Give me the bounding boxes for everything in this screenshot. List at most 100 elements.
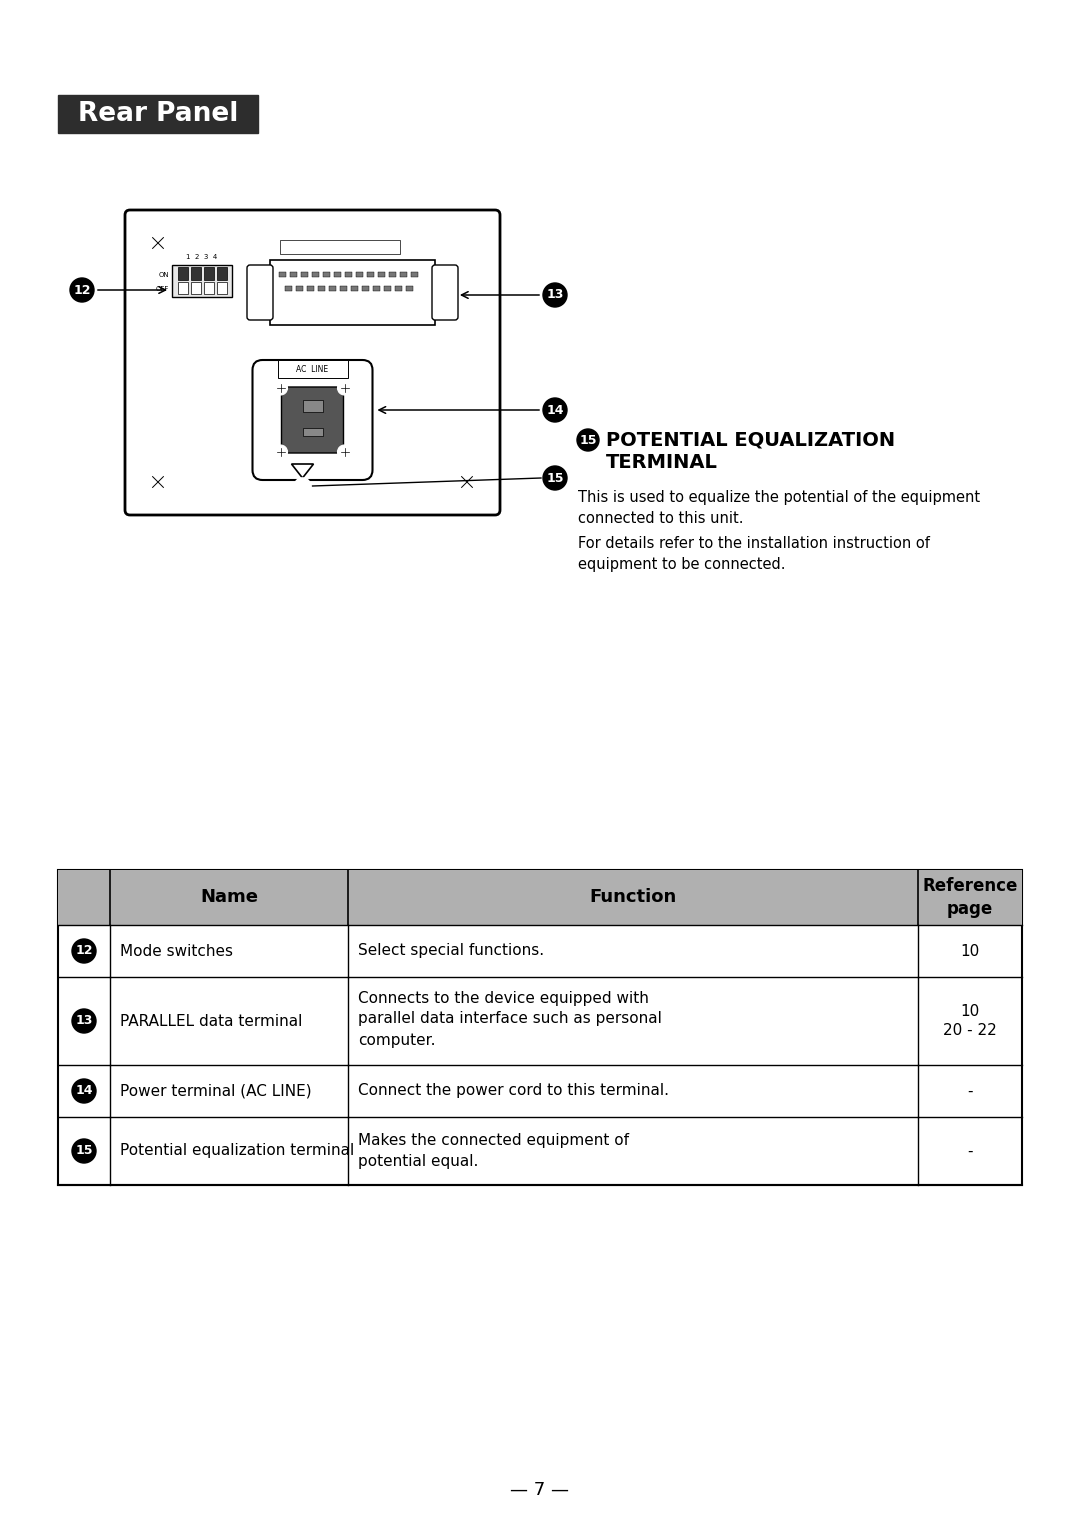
Circle shape xyxy=(253,286,267,300)
Bar xyxy=(58,870,1022,925)
Bar xyxy=(334,272,341,277)
FancyBboxPatch shape xyxy=(282,387,343,453)
FancyBboxPatch shape xyxy=(253,359,373,480)
Bar xyxy=(270,260,435,326)
Text: This is used to equalize the potential of the equipment
connected to this unit.: This is used to equalize the potential o… xyxy=(578,489,981,526)
Text: Function: Function xyxy=(590,888,677,907)
Bar xyxy=(279,272,286,277)
Bar xyxy=(356,272,363,277)
Text: TERMINAL: TERMINAL xyxy=(606,453,718,471)
Text: 15: 15 xyxy=(76,1145,93,1157)
Circle shape xyxy=(337,381,351,394)
Text: PARALLEL data terminal: PARALLEL data terminal xyxy=(120,1014,302,1029)
Text: OFF: OFF xyxy=(156,286,168,292)
Text: Connects to the device equipped with
parallel data interface such as personal
co: Connects to the device equipped with par… xyxy=(357,991,662,1047)
Bar xyxy=(395,286,402,291)
Circle shape xyxy=(149,472,167,491)
Text: 13: 13 xyxy=(76,1015,93,1027)
Bar xyxy=(302,428,323,436)
Circle shape xyxy=(72,939,96,963)
Bar xyxy=(58,95,258,133)
Bar xyxy=(204,281,214,294)
Bar xyxy=(204,268,214,280)
Bar xyxy=(340,286,347,291)
Bar xyxy=(285,286,292,291)
Bar xyxy=(389,272,396,277)
Text: 13: 13 xyxy=(546,289,564,301)
Circle shape xyxy=(273,381,287,394)
Text: Mode switches: Mode switches xyxy=(120,943,233,959)
Bar xyxy=(373,286,380,291)
Bar xyxy=(378,272,384,277)
FancyBboxPatch shape xyxy=(125,209,500,515)
Circle shape xyxy=(70,278,94,303)
Text: Makes the connected equipment of
potential equal.: Makes the connected equipment of potenti… xyxy=(357,1133,629,1170)
Bar xyxy=(302,401,323,411)
Circle shape xyxy=(72,1139,96,1164)
Bar xyxy=(301,272,308,277)
Bar xyxy=(178,281,188,294)
Bar xyxy=(172,265,232,297)
Text: -: - xyxy=(968,1144,973,1159)
Text: POTENTIAL EQUALIZATION: POTENTIAL EQUALIZATION xyxy=(606,431,895,450)
Bar xyxy=(362,286,369,291)
Bar xyxy=(291,272,297,277)
Text: 15: 15 xyxy=(546,471,564,485)
Bar xyxy=(329,286,336,291)
Text: Power terminal (AC LINE): Power terminal (AC LINE) xyxy=(120,1084,312,1098)
Bar xyxy=(296,286,303,291)
Text: 15: 15 xyxy=(579,434,597,446)
Bar xyxy=(318,286,325,291)
Text: For details refer to the installation instruction of
equipment to be connected.: For details refer to the installation in… xyxy=(578,537,930,572)
Bar xyxy=(367,272,374,277)
Text: Rear Panel: Rear Panel xyxy=(78,101,239,127)
Bar xyxy=(191,281,201,294)
Circle shape xyxy=(149,234,167,252)
Text: 12: 12 xyxy=(73,283,91,297)
Text: ON: ON xyxy=(159,272,168,278)
Text: 1  2  3  4: 1 2 3 4 xyxy=(187,254,218,260)
Bar xyxy=(278,359,348,378)
Bar xyxy=(280,240,400,254)
Bar xyxy=(217,281,227,294)
Bar xyxy=(312,272,319,277)
Circle shape xyxy=(543,466,567,489)
Text: Reference
page: Reference page xyxy=(922,878,1017,917)
Text: — 7 —: — 7 — xyxy=(511,1482,569,1498)
Text: AC  LINE: AC LINE xyxy=(296,364,328,373)
Circle shape xyxy=(543,283,567,307)
Bar xyxy=(58,870,1022,1185)
Text: PARALLEL DATA IN ►: PARALLEL DATA IN ► xyxy=(318,246,388,252)
Bar xyxy=(384,286,391,291)
Bar xyxy=(178,268,188,280)
Bar xyxy=(345,272,352,277)
Text: 14: 14 xyxy=(546,404,564,416)
Text: Connect the power cord to this terminal.: Connect the power cord to this terminal. xyxy=(357,1084,669,1098)
Text: Select special functions.: Select special functions. xyxy=(357,943,544,959)
Bar xyxy=(217,268,227,280)
Bar xyxy=(411,272,418,277)
Bar xyxy=(351,286,357,291)
FancyBboxPatch shape xyxy=(432,265,458,320)
Circle shape xyxy=(273,445,287,459)
Text: 10: 10 xyxy=(960,943,980,959)
FancyBboxPatch shape xyxy=(247,265,273,320)
Circle shape xyxy=(458,472,476,491)
Circle shape xyxy=(295,479,311,494)
Text: 10
20 - 22: 10 20 - 22 xyxy=(943,1003,997,1038)
Circle shape xyxy=(543,398,567,422)
Circle shape xyxy=(438,286,453,300)
Circle shape xyxy=(577,430,599,451)
Text: Potential equalization terminal: Potential equalization terminal xyxy=(120,1144,354,1159)
Circle shape xyxy=(72,1009,96,1034)
Bar xyxy=(406,286,413,291)
Text: -: - xyxy=(968,1084,973,1098)
Bar xyxy=(323,272,330,277)
Circle shape xyxy=(337,445,351,459)
Circle shape xyxy=(72,1079,96,1102)
Text: 12: 12 xyxy=(76,945,93,957)
Text: 14: 14 xyxy=(76,1084,93,1098)
Bar xyxy=(191,268,201,280)
Bar xyxy=(307,286,314,291)
Bar xyxy=(400,272,407,277)
